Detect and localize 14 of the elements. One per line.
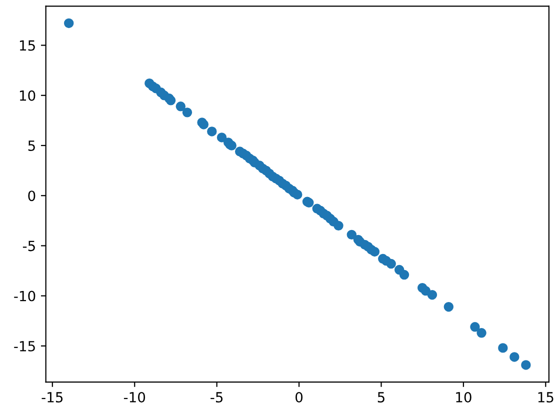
y-tick-label: -10 [14, 290, 36, 302]
y-tick-label: 15 [20, 40, 35, 51]
y-tick-label: -15 [14, 341, 35, 352]
y-tick-label: 10 [20, 90, 36, 101]
x-tick-label: 10 [456, 392, 472, 402]
x-tick-label: -15 [42, 392, 63, 402]
y-tick-label: -5 [22, 240, 35, 252]
y-tick-label: 0 [28, 190, 36, 202]
x-tick-label: -5 [210, 392, 223, 402]
x-tick-label: 0 [296, 392, 303, 402]
y-tick-label: 5 [28, 140, 35, 151]
x-tick-label: -10 [124, 392, 146, 402]
x-tick-label: 5 [378, 392, 384, 402]
x-tick-label: 15 [538, 392, 554, 402]
